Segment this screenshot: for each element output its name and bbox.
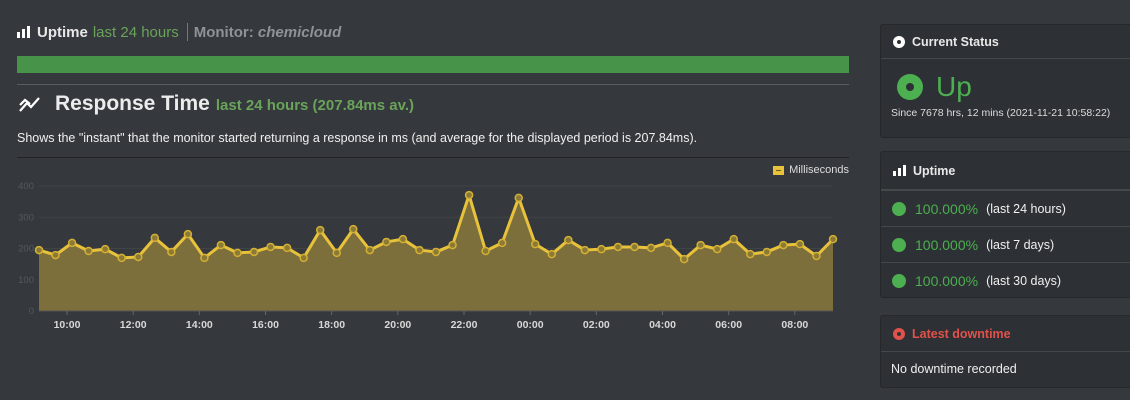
uptime-period-label: (last 30 days) (986, 273, 1062, 288)
svg-text:06:00: 06:00 (715, 319, 742, 331)
uptime-bar[interactable] (17, 56, 849, 73)
divider (17, 84, 849, 85)
uptime-panel-header: Uptime (881, 152, 1130, 190)
uptime-row-24h: 100.000% (last 24 hours) (881, 190, 1130, 226)
svg-text:20:00: 20:00 (384, 319, 411, 331)
monitor-name: chemicloud (257, 23, 342, 41)
svg-text:0: 0 (29, 306, 34, 317)
current-status-panel: Current Status Up Since 7678 hrs, 12 min… (880, 24, 1130, 138)
latest-downtime-panel: Latest downtime No downtime recorded (880, 315, 1130, 388)
uptime-row-30d: 100.000% (last 30 days) (881, 262, 1130, 298)
status-since: Since 7678 hrs, 12 mins (2021-11-21 10:5… (891, 107, 1111, 119)
badge-check-icon (893, 202, 905, 215)
response-time-description: Shows the "instant" that the monitor sta… (17, 131, 698, 145)
current-status-header: Current Status (881, 25, 1130, 59)
uptime-panel: Uptime 100.000% (last 24 hours) 100.000%… (880, 151, 1130, 298)
svg-text:100: 100 (18, 275, 34, 286)
bar-chart-icon (17, 26, 30, 38)
response-time-chart[interactable]: 0 100 200 300 400 10:00 12:00 14:00 16:00 18:00 20… (17, 175, 849, 335)
svg-text:08:00: 08:00 (781, 319, 808, 331)
response-time-subtitle: last 24 hours (207.84ms av.) (215, 97, 415, 114)
bar-chart-icon (893, 165, 906, 176)
current-status-title: Current Status (912, 34, 999, 49)
uptime-period: last 24 hours (92, 23, 179, 41)
divider (17, 157, 849, 158)
separator (186, 23, 188, 41)
badge-check-icon (893, 274, 905, 287)
uptime-row-7d: 100.000% (last 7 days) (881, 226, 1130, 262)
legend-swatch (773, 165, 785, 175)
svg-text:200: 200 (18, 244, 34, 255)
status-up-icon (897, 74, 923, 100)
svg-text:02:00: 02:00 (583, 319, 610, 331)
badge-check-icon (893, 238, 905, 251)
svg-text:00:00: 00:00 (517, 319, 544, 331)
uptime-period-label: (last 7 days) (986, 237, 1055, 252)
uptime-panel-title: Uptime (913, 163, 956, 178)
latest-downtime-title: Latest downtime (912, 326, 1011, 341)
circle-dot-icon (893, 35, 905, 48)
trend-icon (19, 97, 40, 112)
svg-text:10:00: 10:00 (54, 319, 81, 331)
uptime-percent: 100.000% (915, 272, 979, 289)
svg-text:300: 300 (18, 212, 34, 223)
no-downtime-text: No downtime recorded (891, 362, 1017, 376)
uptime-percent: 100.000% (915, 200, 979, 217)
uptime-header: Uptime last 24 hours Monitor: chemicloud (17, 23, 341, 41)
svg-text:400: 400 (18, 181, 34, 192)
svg-text:04:00: 04:00 (649, 319, 676, 331)
chart-legend[interactable]: Milliseconds (773, 164, 849, 176)
uptime-title: Uptime (37, 23, 88, 41)
response-time-header: Response Time last 24 hours (207.84ms av… (45, 92, 414, 116)
status-indicator: Up (891, 71, 1129, 103)
svg-text:16:00: 16:00 (252, 319, 279, 331)
uptime-period-label: (last 24 hours) (986, 201, 1066, 216)
legend-label: Milliseconds (789, 164, 849, 176)
svg-text:14:00: 14:00 (186, 319, 213, 331)
circle-dot-icon (893, 327, 905, 340)
svg-text:22:00: 22:00 (451, 319, 478, 331)
uptime-percent: 100.000% (915, 236, 979, 253)
response-time-title: Response Time (55, 92, 210, 115)
latest-downtime-header: Latest downtime (881, 316, 1130, 352)
svg-text:12:00: 12:00 (120, 319, 147, 331)
monitor-label: Monitor: chemicloud (193, 23, 342, 41)
svg-text:18:00: 18:00 (318, 319, 345, 331)
status-text: Up (936, 71, 972, 102)
